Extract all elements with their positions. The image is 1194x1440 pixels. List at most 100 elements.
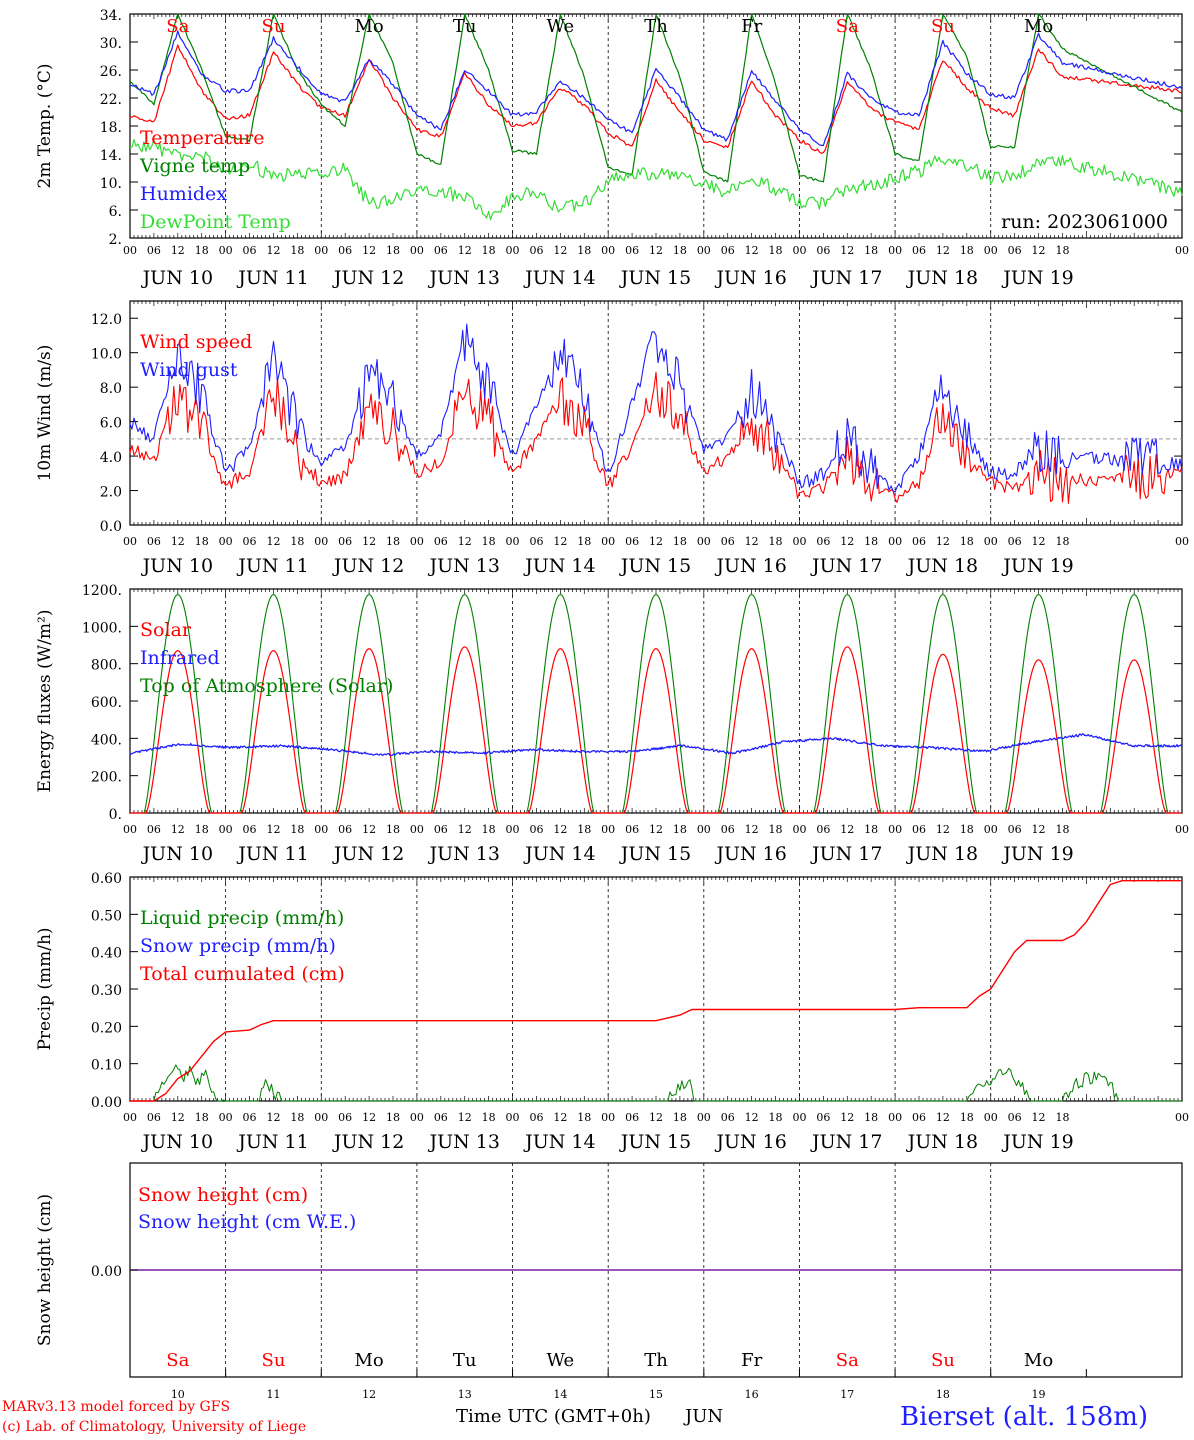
station-name: Bierset (alt. 158m) [900,1402,1149,1432]
x-hour-label: 12 [840,823,854,836]
y-tick-label: 0.50 [91,908,122,924]
x-hour-label: 00 [1175,1111,1189,1124]
x-hour-label: 00 [1175,244,1189,257]
x-hour-label: 06 [529,244,543,257]
x-hour-label: 00 [601,535,615,548]
x-hour-label: 12 [362,823,376,836]
y-tick-label: 8.0 [100,381,122,397]
x-hour-label: 00 [314,535,328,548]
x-hour-label: 06 [434,535,448,548]
x-date-label: JUN 10 [141,843,213,865]
x-hour-label: 06 [1008,1111,1022,1124]
legend-entry: Snow height (cm) [138,1184,308,1206]
x-hour-label: 06 [912,244,926,257]
x-hour-label: 06 [147,823,161,836]
x-date-label: JUN 12 [332,843,404,865]
x-hour-label: 00 [1175,823,1189,836]
x-hour-label: 06 [721,1111,735,1124]
y-tick-label: 4.0 [100,450,122,466]
x-hour-label: 00 [314,244,328,257]
day-number-label: 19 [1032,1388,1046,1401]
x-hour-label: 06 [338,823,352,836]
x-hour-label: 06 [243,244,257,257]
x-hour-label: 00 [123,244,137,257]
x-hour-label: 00 [984,823,998,836]
x-date-label: JUN 19 [1001,1131,1073,1153]
x-hour-label: 18 [864,823,878,836]
day-label-top: Mo [1024,16,1053,37]
x-hour-label: 00 [601,1111,615,1124]
x-hour-label: 06 [1008,244,1022,257]
x-date-label: JUN 16 [714,843,786,865]
y-tick-label: 12.0 [91,312,122,328]
x-date-label: JUN 12 [332,555,404,577]
run-label: run: 2023061000 [1001,211,1168,233]
x-hour-label: 00 [506,1111,520,1124]
x-date-label: JUN 17 [810,843,882,865]
day-label-top: Mo [354,16,383,37]
x-hour-label: 00 [792,1111,806,1124]
x-hour-label: 18 [290,823,304,836]
x-hour-label: 18 [769,823,783,836]
x-hour-label: 00 [219,244,233,257]
x-hour-label: 12 [458,823,472,836]
y-tick-label: 400. [91,732,122,748]
legend-entry: Snow precip (mm/h) [140,935,336,957]
x-date-label: JUN 18 [906,555,978,577]
x-hour-label: 06 [434,1111,448,1124]
x-hour-label: 06 [147,1111,161,1124]
legend-entry: Total cumulated (cm) [140,963,345,985]
x-hour-label: 12 [266,535,280,548]
y-tick-label: 26. [100,64,122,80]
y-tick-label: 14. [100,148,122,164]
x-hour-label: 18 [673,535,687,548]
x-hour-label: 00 [219,535,233,548]
x-hour-label: 00 [219,1111,233,1124]
series-line-green [129,13,1183,183]
x-hour-label: 00 [888,244,902,257]
x-hour-label: 18 [769,1111,783,1124]
day-label-bottom: Su [261,1350,285,1371]
x-hour-label: 06 [625,244,639,257]
y-tick-label: 800. [91,658,122,674]
x-hour-label: 12 [458,1111,472,1124]
x-hour-label: 12 [649,1111,663,1124]
x-date-label: JUN 14 [523,555,595,577]
x-hour-label: 06 [529,535,543,548]
y-tick-label: 0.00 [91,1095,122,1111]
day-label-bottom: Tu [453,1350,477,1371]
day-number-label: 10 [171,1388,185,1401]
x-hour-label: 12 [171,535,185,548]
y-tick-label: 0.20 [91,1020,122,1036]
x-hour-label: 06 [529,823,543,836]
x-hour-label: 18 [482,535,496,548]
x-axis-month: JUN [685,1406,724,1427]
y-tick-label: 0.10 [91,1058,122,1074]
x-date-label: JUN 18 [906,1131,978,1153]
x-date-label: JUN 19 [1001,267,1073,289]
x-hour-label: 18 [290,1111,304,1124]
y-tick-label: 22. [100,92,122,108]
y-axis-label: 10m Wind (m/s) [35,345,55,482]
x-hour-label: 12 [745,1111,759,1124]
x-hour-label: 18 [1055,535,1069,548]
legend-entry: Snow height (cm W.E.) [138,1211,356,1233]
x-hour-label: 06 [1008,823,1022,836]
x-hour-label: 12 [171,1111,185,1124]
x-date-label: JUN 11 [236,267,308,289]
x-hour-label: 12 [458,244,472,257]
x-hour-label: 18 [673,823,687,836]
x-hour-label: 00 [506,535,520,548]
series-line-infrared [129,733,1183,757]
legend-entry: Infrared [140,647,220,669]
x-date-label: JUN 10 [141,555,213,577]
x-date-label: JUN 16 [714,555,786,577]
legend-entry: Solar [140,619,192,641]
x-hour-label: 12 [171,823,185,836]
x-hour-label: 00 [792,244,806,257]
x-hour-label: 12 [649,244,663,257]
y-tick-label: 0.30 [91,983,122,999]
x-hour-label: 12 [840,1111,854,1124]
x-hour-label: 18 [960,244,974,257]
x-hour-label: 00 [888,1111,902,1124]
